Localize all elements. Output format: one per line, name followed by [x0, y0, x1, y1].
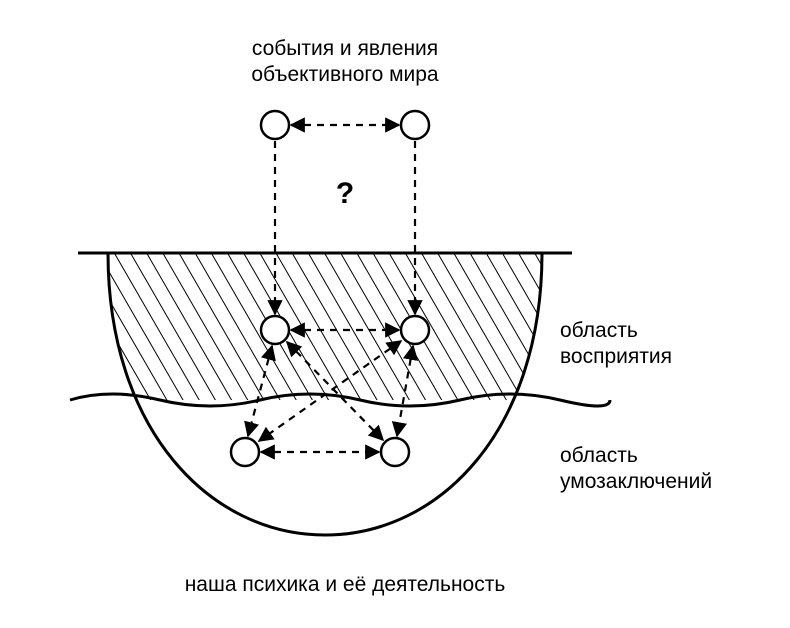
perception-hatched-region	[70, 253, 610, 400]
node-top-left	[261, 111, 289, 139]
diagram-canvas: события и явленияобъективного мира ? обл…	[0, 0, 790, 628]
label-perception: областьвосприятия	[560, 318, 672, 371]
label-question: ?	[0, 175, 690, 213]
node-mid-left	[261, 316, 289, 344]
node-mid-right	[401, 316, 429, 344]
node-top-right	[401, 111, 429, 139]
diagram-svg	[0, 0, 790, 628]
label-top: события и явленияобъективного мира	[0, 36, 690, 89]
label-bottom: наша психика и её деятельность	[0, 572, 690, 598]
node-bot-left	[231, 438, 259, 466]
node-bot-right	[381, 438, 409, 466]
label-inference: областьумозаключений	[560, 443, 712, 496]
